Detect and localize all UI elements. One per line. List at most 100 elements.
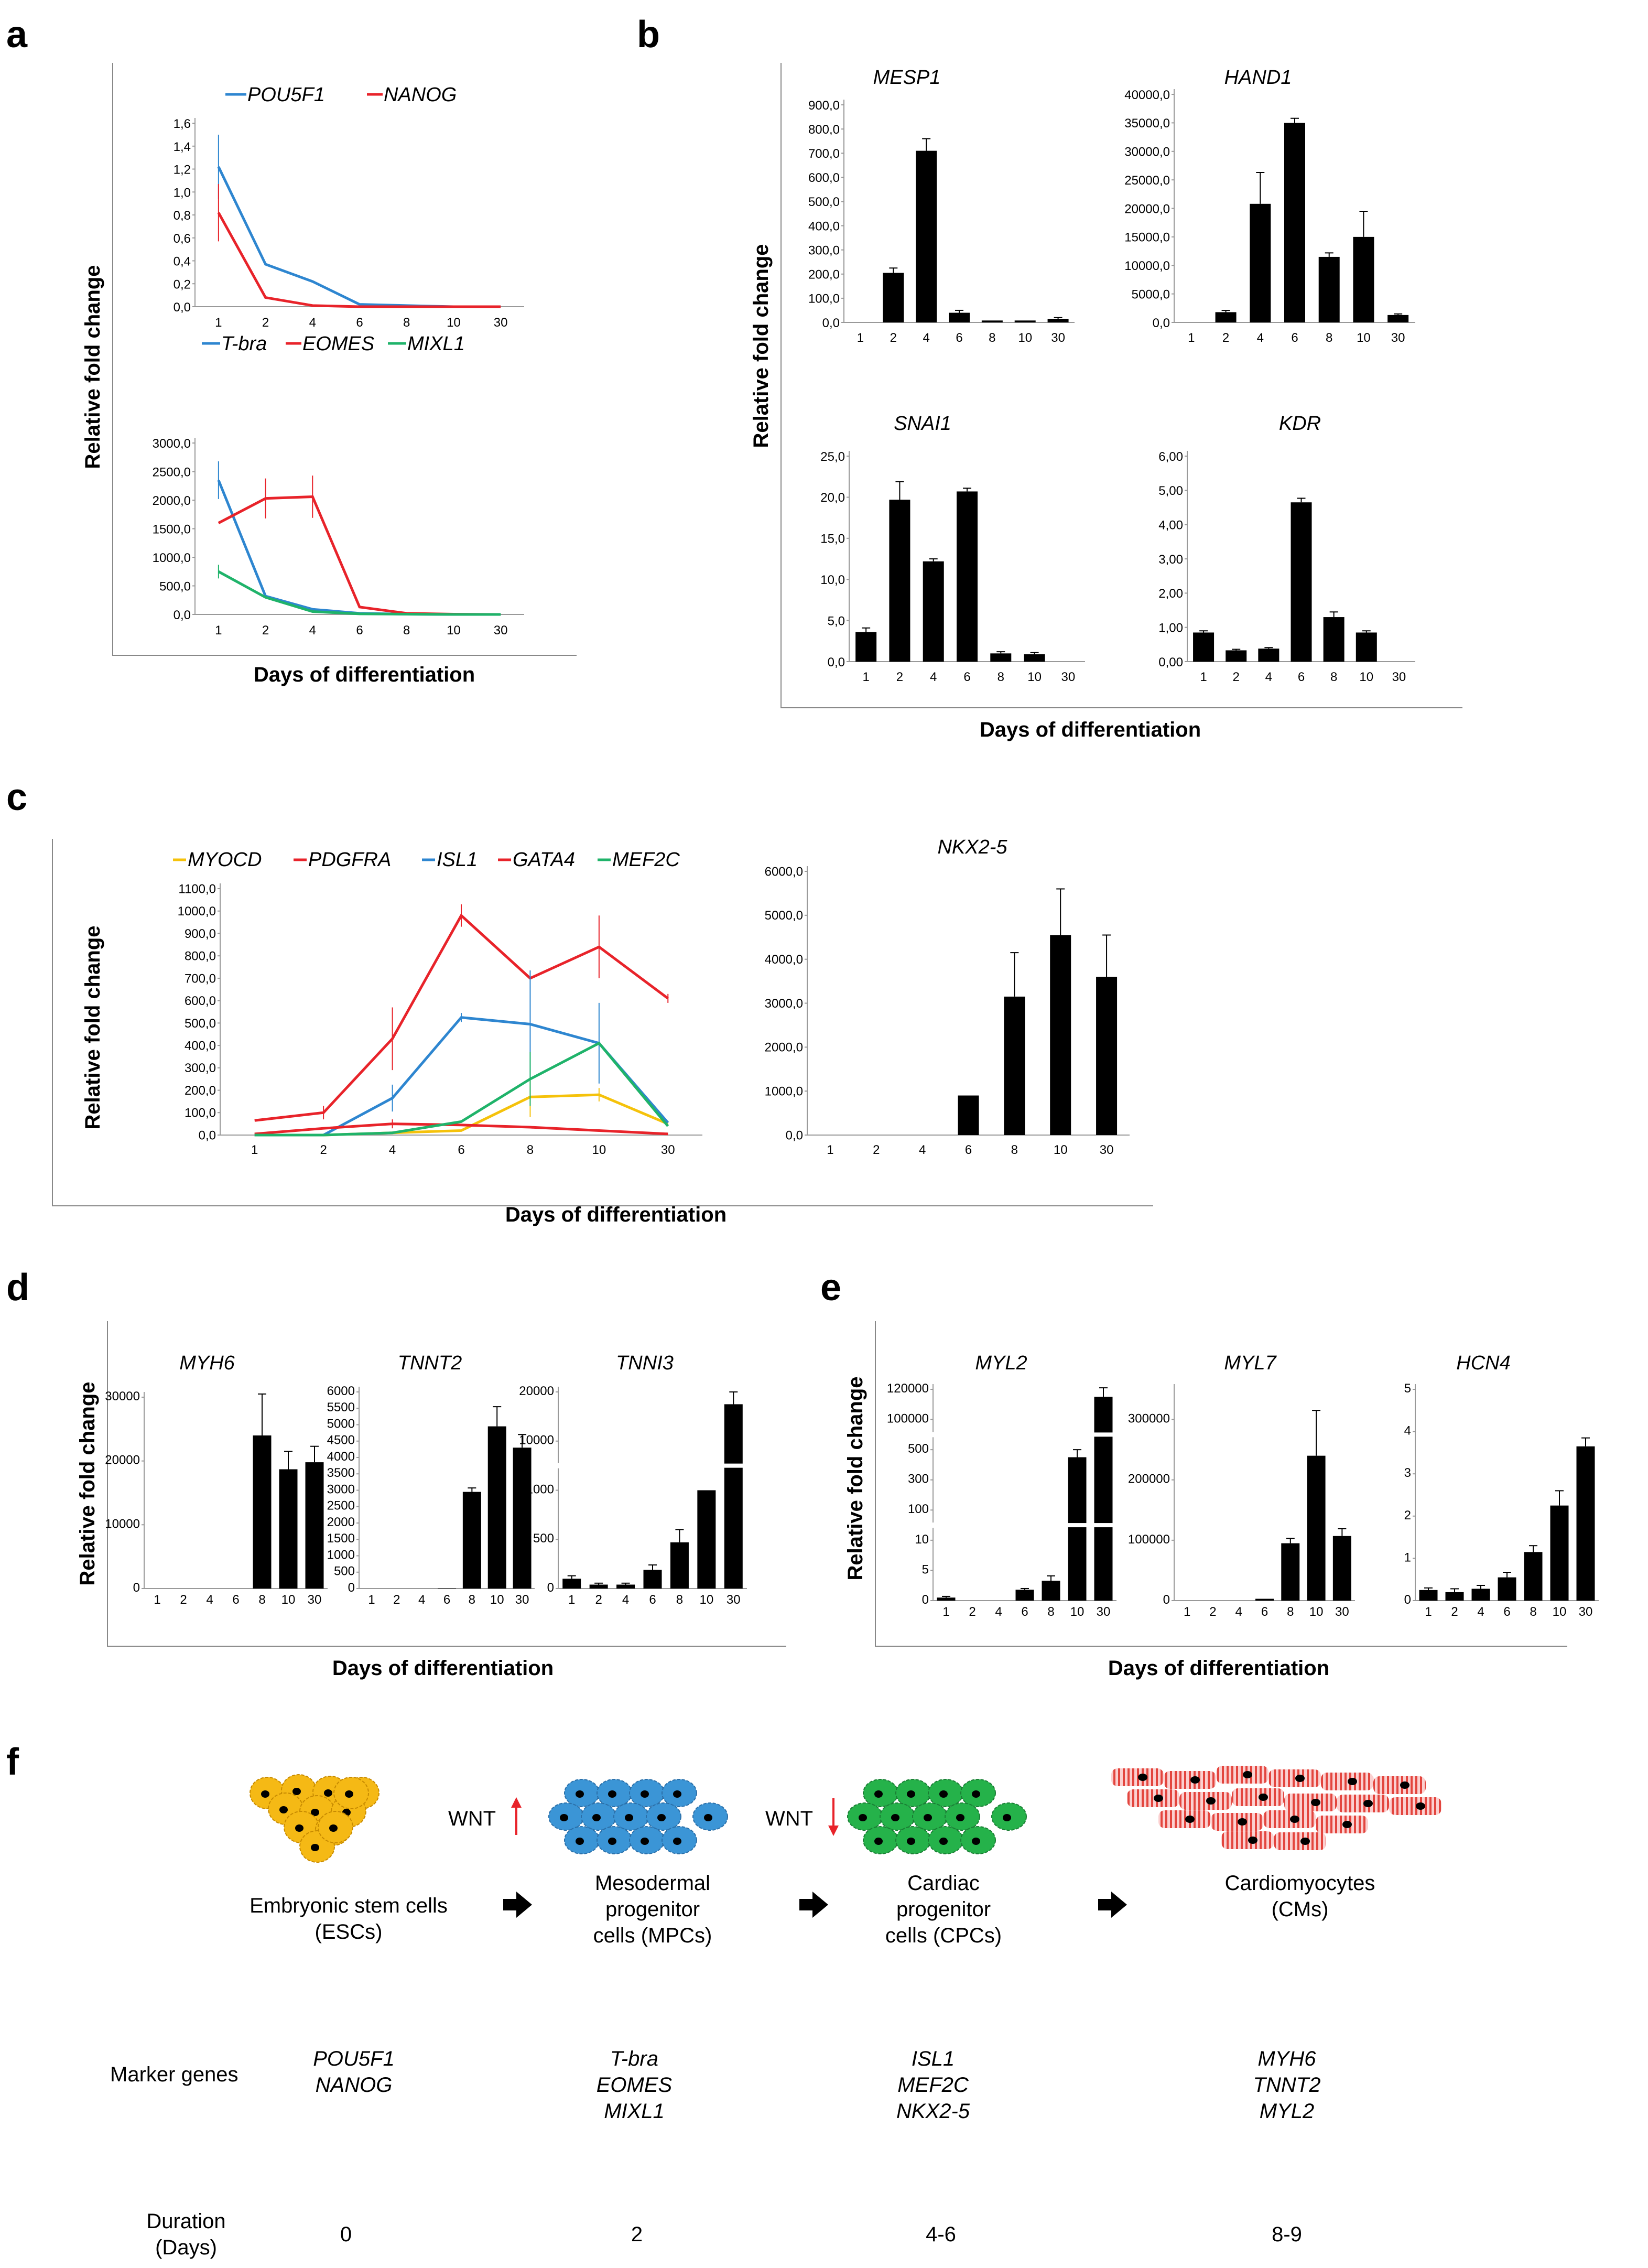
y-tick-label: 2 (1404, 1508, 1411, 1522)
bar-10 (1356, 632, 1377, 662)
y-tick-label: 30000 (105, 1389, 140, 1403)
y-tick-label: 1500,0 (153, 523, 191, 537)
y-axis-title-c: Relative fold change (81, 926, 104, 1130)
x-tick-label: 4 (1265, 670, 1272, 684)
y-tick-label: 10,0 (820, 573, 845, 587)
x-tick-label: 1 (862, 670, 869, 684)
marker-esc-2: NANOG (316, 2073, 393, 2097)
bar-4 (1258, 649, 1280, 662)
y-tick-label: 0,0 (822, 316, 840, 330)
y-tick-label: 3000,0 (153, 437, 191, 451)
y-tick-label: 25,0 (820, 450, 845, 464)
y-tick-label: 30000,0 (1124, 145, 1170, 159)
x-tick-label: 8 (403, 623, 410, 638)
x-tick-label: 30 (1097, 1605, 1111, 1619)
x-tick-label: 10 (490, 1593, 504, 1607)
y-tick-label: 400,0 (185, 1039, 216, 1053)
y-tick-label: 0 (922, 1593, 929, 1607)
bar-6 (1255, 1599, 1274, 1601)
x-tick-label: 2 (393, 1593, 400, 1607)
x-tick-label: 1 (827, 1143, 833, 1157)
y-tick-label: 300,0 (808, 243, 840, 257)
bar-8 (462, 1492, 481, 1589)
x-tick-label: 30 (1051, 331, 1065, 345)
chart-title: TNNT2 (398, 1352, 462, 1374)
y-tick-label: 20000,0 (1124, 202, 1170, 216)
chart-d1: 0 10000 20000 30000 1 2 4 6 8 10 30 MYH6 (105, 1352, 328, 1607)
bar-10 (697, 1490, 716, 1589)
x-tick-label: 8 (1047, 1605, 1054, 1619)
mpc-cell-nucleus (673, 1790, 681, 1798)
y-tick-label: 5,00 (1158, 484, 1183, 498)
duration-esc: 0 (340, 2223, 352, 2246)
chart-b4: 0,00 1,00 2,00 3,00 4,00 5,00 6,00 1 2 4 6 8 10 30 KDR (1158, 413, 1415, 684)
cm-cell-nucleus (1154, 1795, 1163, 1802)
y-tick-label: 3000,0 (765, 997, 803, 1011)
mpc-cell-cluster (548, 1779, 728, 1854)
y-tick-label: 100000 (1128, 1532, 1170, 1547)
x-tick-label: 4 (206, 1593, 213, 1607)
x-tick-label: 1 (1425, 1605, 1432, 1619)
bar-1 (562, 1579, 581, 1589)
legend-c1: MYOCD PDGFRA ISL1 GATA4 MEF2C (173, 849, 680, 871)
x-tick-label: 2 (1222, 331, 1229, 345)
x-tick-label: 6 (1503, 1605, 1510, 1619)
legend-a2: T-bra EOMES MIXL1 (202, 333, 465, 355)
x-tick-label: 4 (1235, 1605, 1242, 1619)
x-tick-label: 4 (923, 331, 929, 345)
y-tick-label: 100,0 (185, 1106, 216, 1120)
x-tick-label: 8 (527, 1143, 534, 1157)
x-tick-label: 30 (661, 1143, 675, 1157)
bar-4 (923, 561, 944, 662)
esc-cell-nucleus (329, 1824, 338, 1832)
bar-30 (1332, 1536, 1351, 1601)
x-tick-label: 10 (281, 1593, 296, 1607)
bar-30 (1096, 977, 1118, 1135)
y-tick-label: 5500 (327, 1400, 355, 1414)
x-tick-label: 10 (447, 623, 461, 638)
y-tick-label: 4,00 (1158, 518, 1183, 532)
cpc-cell-nucleus (972, 1838, 980, 1845)
esc-cell-nucleus (324, 1789, 332, 1797)
y-tick-label: 0,0 (174, 300, 191, 315)
esc-cell-nucleus (311, 1844, 319, 1851)
x-tick-label: 10 (1553, 1605, 1567, 1619)
stage-name-mpc-3: cells (MPCs) (593, 1924, 712, 1947)
series-line-POU5F1 (217, 166, 501, 308)
y-axis-title-e: Relative fold change (844, 1377, 867, 1581)
mpc-cell-nucleus (704, 1814, 712, 1821)
y-tick-label: 40000,0 (1124, 88, 1170, 102)
y-tick-label: 0 (133, 1581, 140, 1595)
y-tick-label: 10000,0 (1124, 259, 1170, 273)
chart-title: MYH6 (179, 1352, 235, 1374)
bar-break (1051, 1523, 1124, 1528)
y-tick-label: 0,0 (174, 608, 191, 622)
legend-label-pou5f1: POU5F1 (247, 84, 325, 106)
chart-title: HCN4 (1456, 1352, 1510, 1374)
bar-8 (1318, 256, 1340, 322)
x-tick-label: 4 (919, 1143, 926, 1157)
x-tick-label: 8 (1326, 331, 1332, 345)
panel-label-b: b (637, 14, 660, 56)
bar-30 (1047, 319, 1069, 322)
x-tick-label: 2 (873, 1143, 880, 1157)
cm-cell (1111, 1768, 1164, 1786)
marker-mpc-2: EOMES (597, 2073, 673, 2097)
bar-10 (1024, 654, 1045, 662)
esc-cell-nucleus (295, 1824, 303, 1832)
cm-cell-nucleus (1311, 1799, 1320, 1806)
cm-cell-nucleus (1348, 1778, 1357, 1785)
duration-label-1: Duration (146, 2210, 225, 2233)
axis-break (555, 1463, 561, 1468)
mpc-cell-nucleus (641, 1838, 649, 1845)
bar-2 (1215, 312, 1237, 322)
y-tick-label: 2000,0 (153, 494, 191, 508)
bar-6 (643, 1570, 662, 1589)
y-tick-label: 1,2 (174, 163, 191, 177)
y-tick-label: 1,4 (174, 140, 191, 154)
legend-label-eomes: EOMES (302, 333, 374, 355)
x-tick-label: 1 (154, 1593, 160, 1607)
marker-cm-3: MYL2 (1260, 2100, 1315, 2123)
chart-title: HAND1 (1224, 67, 1292, 89)
cpc-cell-nucleus (907, 1838, 915, 1845)
